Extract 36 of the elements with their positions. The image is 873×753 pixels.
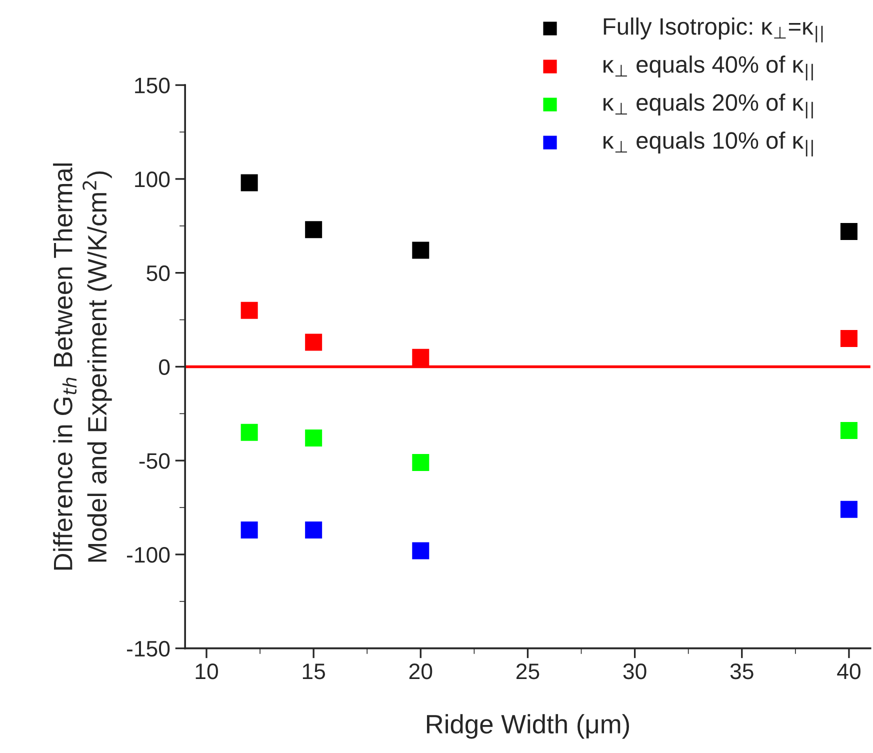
y-tick-label: -150 (127, 640, 170, 657)
x-tick-label: 20 (409, 664, 432, 680)
point (840, 500, 858, 518)
y-tick-label: 50 (146, 265, 170, 282)
point (412, 454, 430, 471)
legend-label: Fully Isotropic: κ$_{⊥}$=κ$_{||}$ (604, 17, 823, 42)
point (240, 302, 258, 319)
point (305, 334, 322, 351)
point (412, 542, 430, 560)
point (412, 348, 430, 366)
point (840, 330, 858, 348)
y-tick-label: -50 (139, 453, 170, 469)
legend-label: κ$_{⊥}$ equals 10% of κ$_{||}$ (604, 132, 813, 156)
x-tick-label: 35 (730, 664, 754, 680)
y-tick-label: 100 (135, 172, 170, 188)
point (240, 424, 258, 441)
point (412, 242, 430, 259)
x-tick-label: 40 (837, 664, 860, 680)
x-tick-label: 30 (623, 664, 646, 680)
x-tick-label: 15 (302, 664, 325, 680)
x-axis-title: Ridge Width (μm) (426, 714, 630, 739)
legend-label: κ$_{⊥}$ equals 40% of κ$_{||}$ (604, 56, 813, 80)
point (240, 174, 258, 192)
point (305, 221, 322, 238)
x-tick-label: 10 (196, 664, 218, 680)
point (305, 522, 322, 539)
point (840, 223, 858, 240)
point (840, 422, 858, 440)
y-tick-label: 0 (159, 359, 170, 375)
x-tick-label: 25 (516, 664, 540, 680)
y-axis-title: Difference in G$_{th}$ Between Thermal Model and Experiment (W/K/cm$^{2}$) (53, 163, 112, 570)
point (305, 430, 322, 447)
y-tick-label: -100 (127, 546, 170, 563)
y-tick-label: 150 (135, 78, 170, 94)
legend-label: κ$_{⊥}$ equals 20% of κ$_{||}$ (604, 94, 813, 118)
point (240, 522, 258, 539)
